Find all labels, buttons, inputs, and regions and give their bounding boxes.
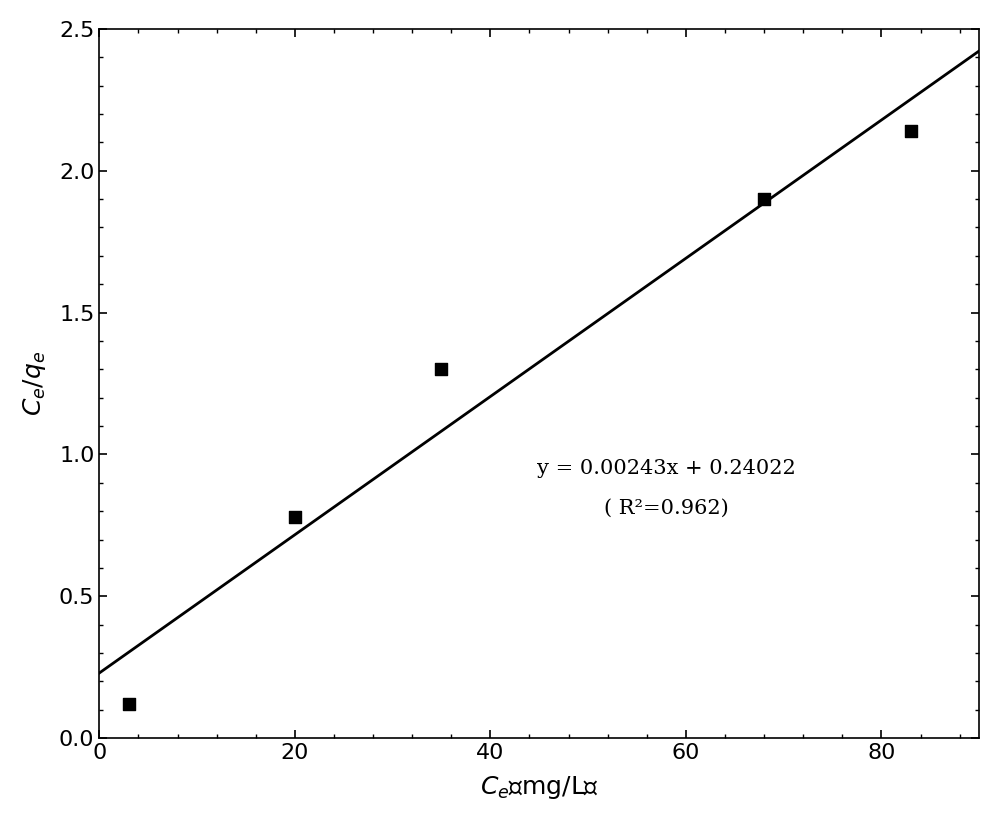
Y-axis label: $C_e/q_e$: $C_e/q_e$ [21, 351, 48, 416]
Point [756, 192, 772, 206]
Point [121, 698, 137, 711]
Point [903, 124, 919, 137]
Point [287, 510, 303, 524]
Text: y = 0.00243x + 0.24022: y = 0.00243x + 0.24022 [537, 459, 796, 478]
Point [433, 363, 449, 376]
X-axis label: $C_e$（mg/L）: $C_e$（mg/L） [480, 774, 599, 801]
Text: ( R²=0.962): ( R²=0.962) [604, 499, 729, 518]
